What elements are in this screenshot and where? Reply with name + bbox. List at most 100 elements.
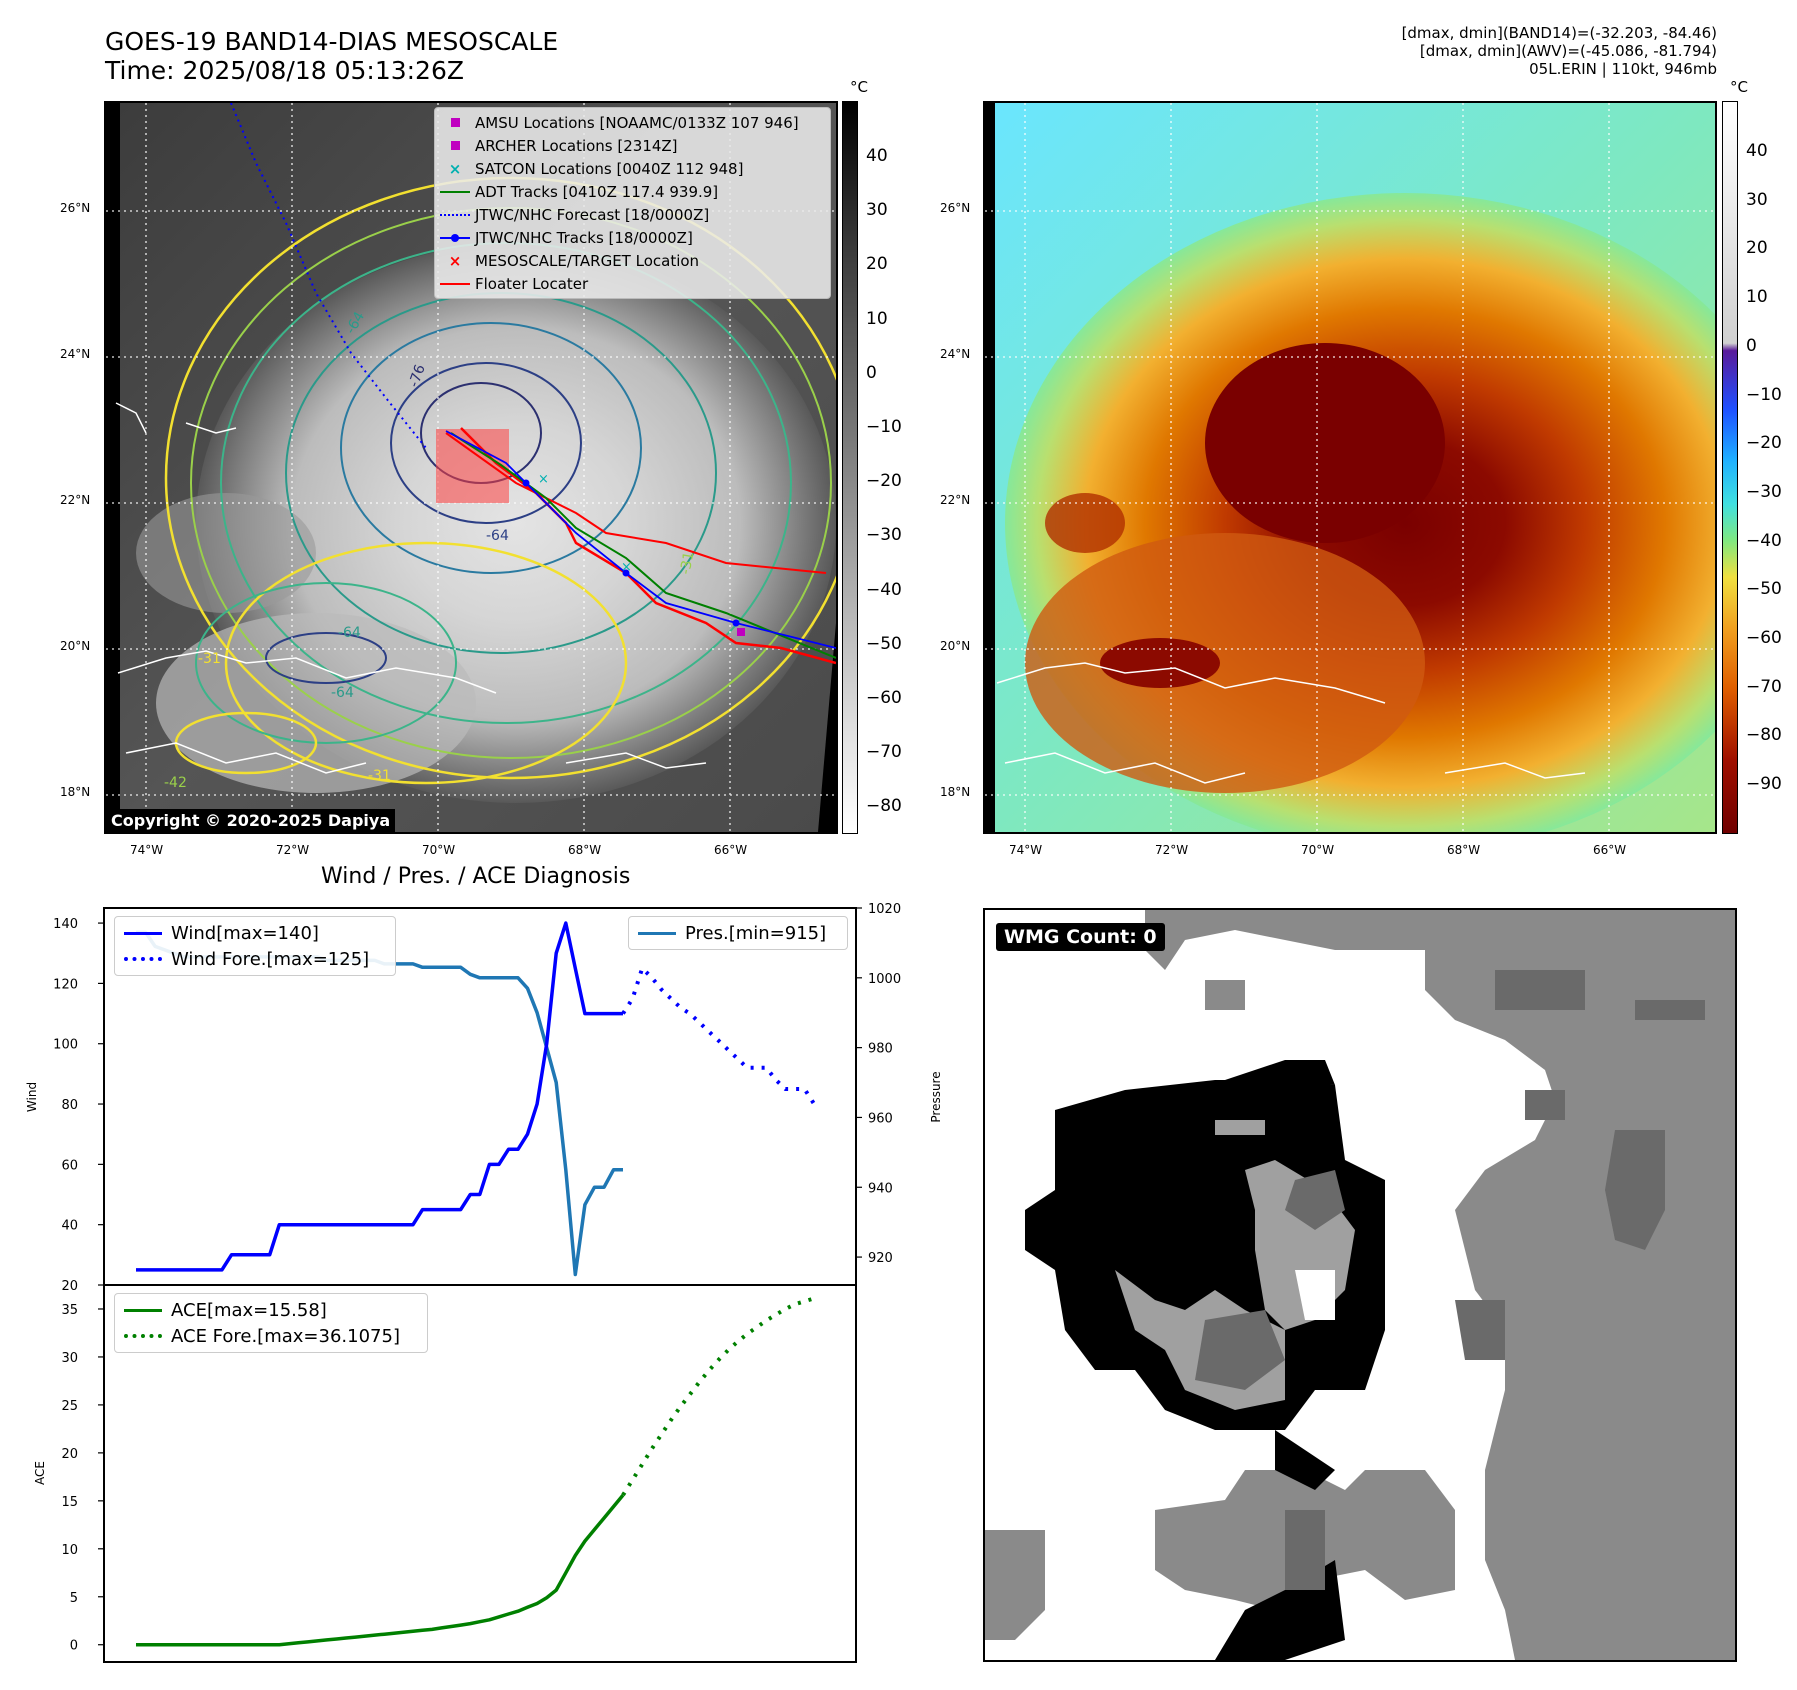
legend-label: ACE Fore.[max=36.1075] (171, 1325, 400, 1347)
lon-label: 70°W (1301, 843, 1335, 857)
lat-label: 20°N (940, 639, 971, 653)
ace-tick-label: 35 (61, 1303, 78, 1318)
colorbar-tick-label: −80 (1746, 725, 1782, 746)
legend-entry-jtwc-tracks: JTWC/NHC Tracks [18/0000Z] (435, 226, 830, 249)
svg-text:×: × (538, 472, 549, 487)
y-tick-label: 60 (61, 1158, 78, 1173)
lat-label: 22°N (60, 493, 91, 507)
ace-axis-label: ACE (33, 1461, 47, 1485)
lat-label: 24°N (60, 347, 91, 361)
colorbar-tick-label: −30 (866, 525, 902, 546)
line-marker-icon (435, 190, 475, 193)
x-marker-icon: × (448, 251, 462, 270)
lon-label: 68°W (568, 843, 602, 857)
lon-label: 72°W (276, 843, 310, 857)
map-legend: AMSU Locations [NOAAMC/0133Z 107 946] AR… (434, 107, 831, 299)
legend-label: Pres.[min=915] (685, 922, 827, 944)
colorbar-tick-label: −70 (866, 742, 902, 763)
legend-entry-amsu: AMSU Locations [NOAAMC/0133Z 107 946] (435, 111, 830, 134)
dotted-line-icon (115, 957, 171, 961)
dotted-line-icon (435, 213, 475, 216)
ace-tick-label: 30 (61, 1351, 78, 1366)
grayscale-colorbar (842, 101, 858, 834)
legend-label: MESOSCALE/TARGET Location (475, 251, 700, 270)
legend-entry-wind-forecast: Wind Fore.[max=125] (115, 946, 395, 972)
legend-label: SATCON Locations [0040Z 112 948] (475, 159, 744, 178)
y-tick-label: 80 (61, 1098, 78, 1113)
contour-label: -64 (486, 528, 509, 544)
ir-map-panel: × × -64 -76 -64 -31 -64 -31 -64 -31 -42 … (104, 101, 838, 834)
lat-label: 24°N (940, 347, 971, 361)
colorbar-tick-label: −50 (1746, 579, 1782, 600)
legend-label: ARCHER Locations [2314Z] (475, 136, 678, 155)
colorbar-tick-label: 0 (866, 362, 877, 383)
legend-entry-satcon: × SATCON Locations [0040Z 112 948] (435, 157, 830, 180)
contour-label: -31 (368, 768, 391, 784)
ace-tick-label: 15 (61, 1495, 78, 1510)
ace-forecast-series-line (621, 1296, 815, 1497)
colorbar-tick-label: 10 (1746, 287, 1768, 308)
y-right-tick-label: 960 (868, 1111, 893, 1126)
ace-tick-label: 5 (70, 1591, 78, 1606)
legend-entry-pressure: Pres.[min=915] (629, 920, 847, 946)
lat-label: 18°N (60, 785, 91, 799)
colorbar-tick-label: 40 (1746, 141, 1768, 161)
colorbar-tick-label: −90 (1746, 774, 1782, 795)
ace-tick-label: 0 (70, 1639, 78, 1654)
legend-label: ADT Tracks [0410Z 117.4 939.9] (475, 182, 719, 201)
colorbar-tick-label: 10 (866, 308, 888, 329)
line-marker-icon (629, 931, 685, 935)
colorbar-tick-label: −60 (866, 688, 902, 708)
colorbar-tick-label: −70 (1746, 676, 1782, 697)
lon-label: 74°W (130, 843, 164, 857)
legend-entry-archer: ARCHER Locations [2314Z] (435, 134, 830, 157)
line-marker-icon (435, 282, 475, 285)
colorbar-unit: °C (1730, 78, 1748, 96)
wind-series-line (136, 921, 623, 1272)
pressure-axis-label: Pressure (929, 1071, 943, 1122)
colorbar-tick-label: −30 (1746, 481, 1782, 502)
ace-tick-label: 10 (61, 1543, 78, 1558)
colorbar-tick-label: 0 (1746, 335, 1757, 356)
colorbar-tick-label: −40 (1746, 530, 1782, 551)
legend-label: Wind[max=140] (171, 922, 319, 944)
stats-awv: [dmax, dmin](AWV)=(-45.086, -81.794) (1419, 42, 1717, 60)
colorbar-tick-label: 30 (866, 200, 888, 221)
colorbar-tick-label: −40 (866, 579, 902, 600)
contour-label: -31 (198, 651, 221, 667)
colorbar-tick-label: −10 (1746, 384, 1782, 405)
legend-label: Wind Fore.[max=125] (171, 948, 370, 970)
figure-time: Time: 2025/08/18 05:13:26Z (105, 56, 464, 85)
svg-text:×: × (621, 560, 632, 575)
legend-entry-wind: Wind[max=140] (115, 920, 395, 946)
colorbar-tick-label: −20 (866, 471, 902, 492)
awv-colorbar (1722, 101, 1738, 834)
colorbar-tick-label: −80 (866, 796, 902, 817)
ace-legend: ACE[max=15.58] ACE Fore.[max=36.1075] (114, 1293, 428, 1353)
lat-label: 20°N (60, 639, 91, 653)
x-marker-icon: × (448, 159, 462, 178)
wmg-panel: WMG Count: 0 (983, 908, 1737, 1662)
lon-label: 70°W (422, 843, 456, 857)
contour-label: -42 (164, 775, 187, 791)
colorbar-tick-label: −60 (1746, 628, 1782, 648)
stats-note: [dmax, dmin](BAND14)=(-32.203, -84.46) [… (1402, 24, 1717, 78)
colorbar-tick-label: 20 (866, 254, 888, 275)
lat-label: 26°N (940, 201, 971, 215)
y-tick-label: 100 (53, 1038, 78, 1053)
stats-band14: [dmax, dmin](BAND14)=(-32.203, -84.46) (1401, 24, 1717, 42)
ace-tick-label: 20 (61, 1447, 78, 1462)
ace-series-line (136, 1493, 625, 1647)
ace-tick-label: 25 (61, 1399, 78, 1414)
legend-entry-ace: ACE[max=15.58] (115, 1297, 427, 1323)
colorbar-tick-label: −10 (866, 417, 902, 437)
contour-label: -64 (338, 625, 361, 641)
lon-label: 72°W (1155, 843, 1189, 857)
wind-axis-label: Wind (25, 1082, 39, 1112)
y-tick-label: 40 (61, 1219, 78, 1234)
pressure-legend: Pres.[min=915] (628, 916, 848, 950)
colorbar-tick-label: 40 (866, 146, 888, 166)
lon-label: 66°W (714, 843, 748, 857)
legend-entry-ace-forecast: ACE Fore.[max=36.1075] (115, 1323, 427, 1349)
legend-label: AMSU Locations [NOAAMC/0133Z 107 946] (475, 113, 799, 132)
